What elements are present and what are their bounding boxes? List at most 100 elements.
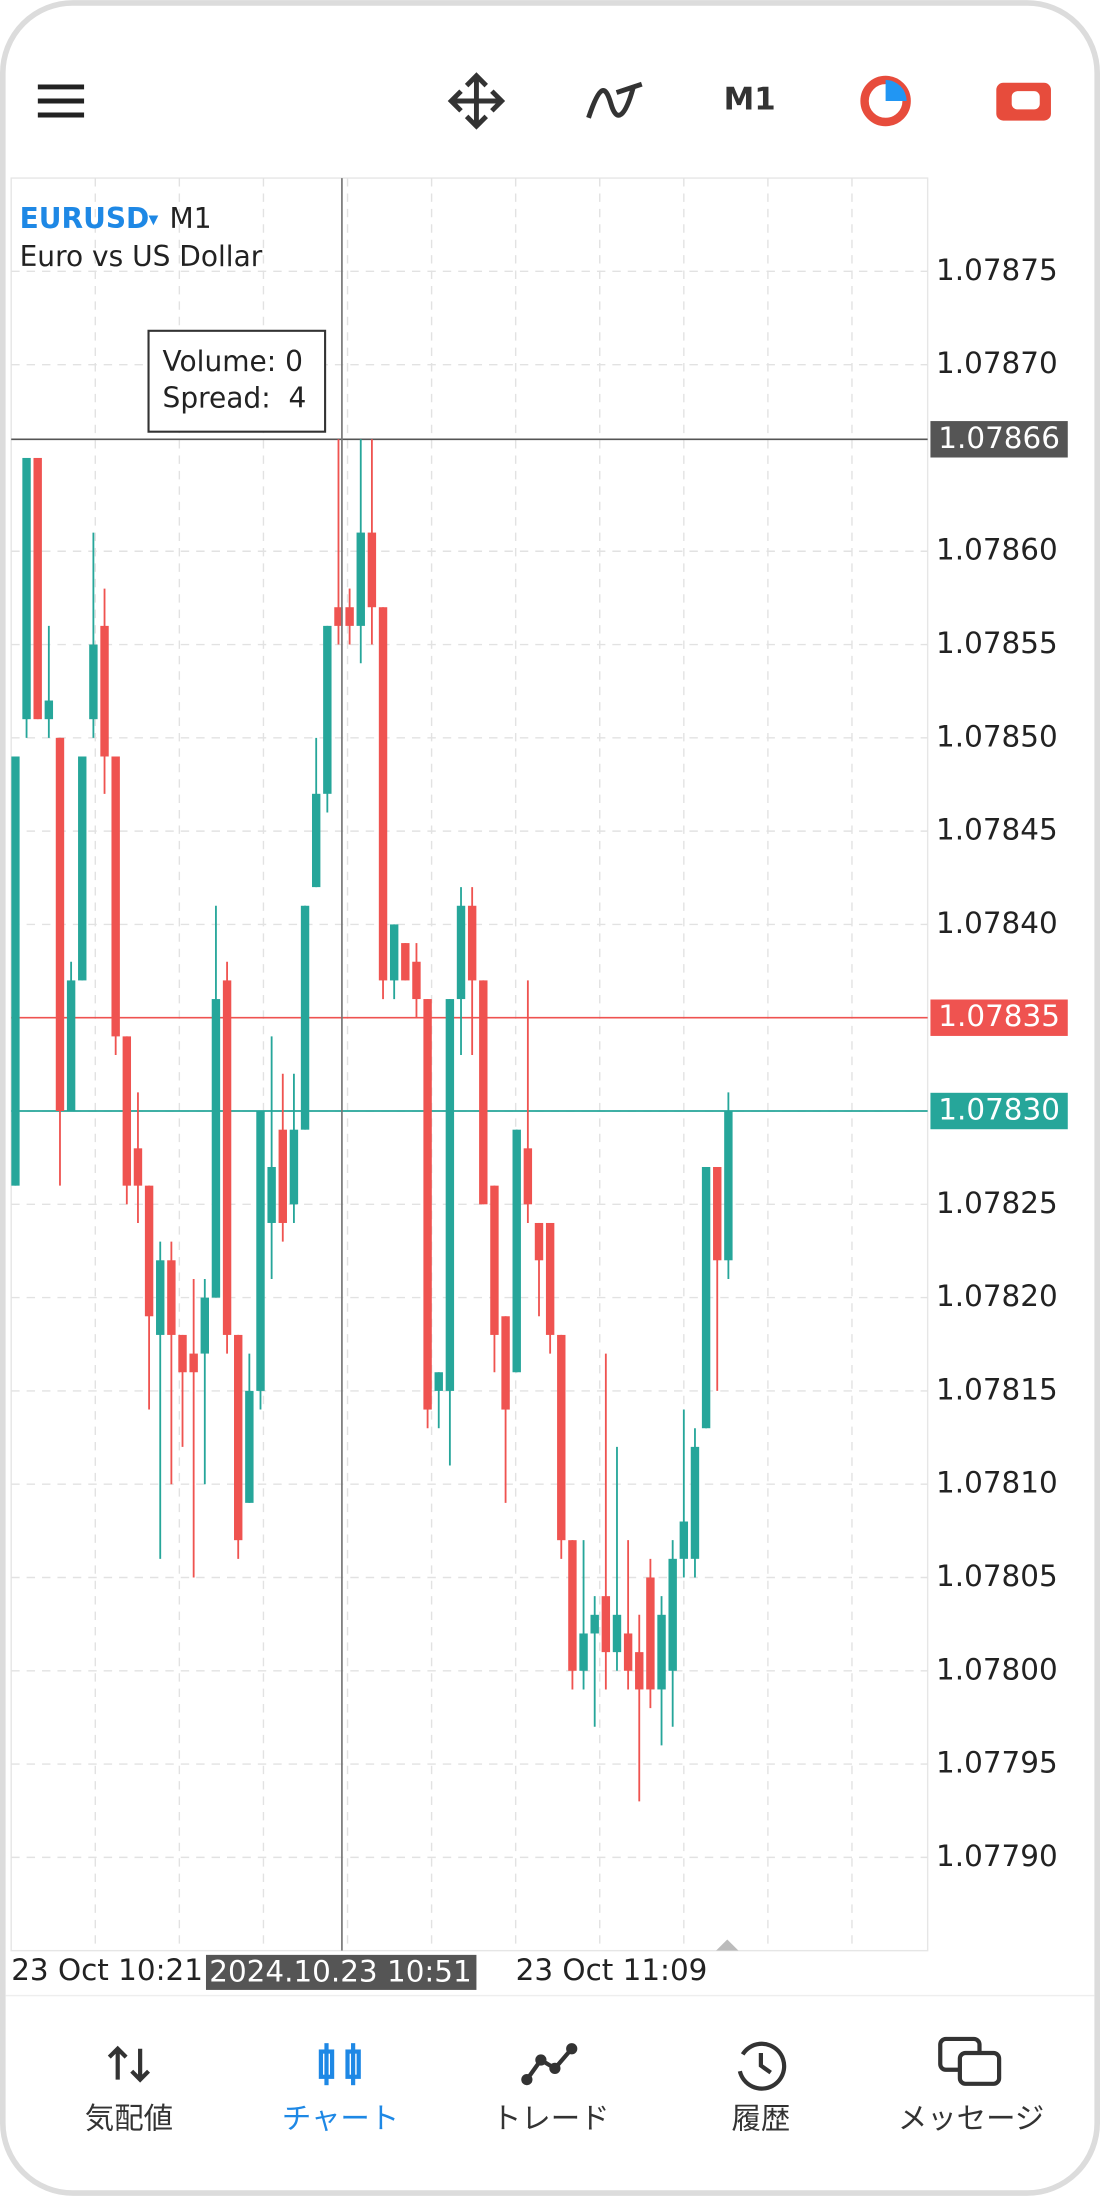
candle-body (512, 1129, 521, 1373)
candle-body (89, 644, 98, 720)
candle-body (100, 625, 109, 757)
candle-body (156, 1260, 165, 1335)
price-tag-label: 1.07866 (938, 421, 1060, 455)
candle-body (701, 1166, 711, 1429)
price-tag-label: 1.07835 (938, 999, 1060, 1033)
y-tick-label: 1.07840 (936, 906, 1058, 940)
candle-body (111, 756, 120, 1037)
nav-label: トレード (492, 2102, 610, 2136)
y-tick-label: 1.07815 (936, 1372, 1058, 1406)
candle-body (534, 1222, 544, 1261)
candle-body (423, 999, 432, 1410)
nav-history[interactable]: 履歴 (731, 2041, 790, 2136)
candle-body (289, 1129, 299, 1205)
candle-body (367, 532, 377, 608)
crosshair-time: 2024.10.23 10:51 (209, 1955, 471, 1989)
indicators-tool[interactable] (586, 81, 643, 119)
y-tick-label: 1.07790 (936, 1839, 1058, 1873)
x-tick-label: 23 Oct 11:09 (516, 1953, 708, 1987)
y-tick-label: 1.07875 (936, 253, 1058, 287)
candle-body (378, 607, 388, 981)
candle-body (133, 1148, 143, 1186)
symbol-description: Euro vs US Dollar (20, 240, 263, 273)
candle-body (178, 1334, 187, 1373)
y-tick-label: 1.07820 (936, 1279, 1058, 1313)
nav-quotes[interactable]: 気配値 (85, 2045, 173, 2136)
y-tick-label: 1.07825 (936, 1186, 1058, 1220)
candle-body (579, 1633, 588, 1671)
candle-body (267, 1166, 276, 1223)
candle-body (646, 1577, 655, 1690)
candle-body (568, 1540, 577, 1671)
y-tick-label: 1.07795 (936, 1746, 1058, 1780)
candle-body (590, 1614, 599, 1634)
tooltip-box (147, 329, 327, 433)
tooltip-spread: Spread: 4 (163, 381, 307, 414)
candle-body (189, 1353, 198, 1373)
crosshair-time-box (205, 1954, 477, 1990)
candle-body (211, 999, 221, 1298)
symbol-timeframe: M1 (170, 202, 212, 235)
timeframe-button[interactable]: M1 (724, 81, 776, 117)
nav-label: チャート (282, 2102, 399, 2136)
candle-body (434, 1372, 443, 1391)
chart-layer: 1.07875 1.07870 1.07860 1.07855 1.07850 1.078… (11, 253, 1068, 1873)
candle-body (334, 607, 343, 626)
candle-body (44, 700, 54, 720)
candle-body (545, 1222, 555, 1335)
candle-body (167, 1260, 176, 1335)
candle-body (557, 1334, 566, 1541)
scroll-marker (716, 1939, 739, 1951)
nav-messages[interactable]: メッセージ (898, 2036, 1044, 2136)
crosshair-tool[interactable] (447, 72, 506, 130)
candle-body (300, 905, 310, 1130)
candle-body (713, 1166, 722, 1261)
nav-trade[interactable]: トレード (492, 2043, 610, 2136)
candles (11, 439, 733, 1802)
y-tick-label: 1.07870 (936, 346, 1058, 380)
nav-label: 気配値 (85, 2102, 173, 2136)
y-tick-label: 1.07850 (936, 719, 1058, 753)
candle-body (523, 1148, 533, 1205)
account-tool[interactable] (996, 82, 1051, 121)
candle-body (623, 1633, 633, 1671)
candle-body (412, 961, 421, 1000)
trade-tool[interactable] (860, 75, 911, 127)
candle-body (635, 1652, 644, 1690)
nav-label: 履歴 (731, 2102, 790, 2136)
candle-body (222, 980, 232, 1335)
y-tick-label: 1.07860 (936, 533, 1058, 567)
candle-body (11, 756, 20, 1186)
candle-body (456, 905, 466, 1000)
candle-body (22, 457, 31, 720)
candle-body (66, 980, 76, 1112)
price-tag (930, 1092, 1068, 1130)
candle-body (278, 1129, 287, 1223)
candle-body (122, 1036, 132, 1186)
candle-body (144, 1185, 154, 1317)
candle-body (345, 607, 354, 626)
candle-body (389, 924, 399, 981)
candle-body (657, 1614, 666, 1690)
candle-body (401, 943, 410, 981)
candle-body (501, 1316, 510, 1410)
candle-body (479, 980, 488, 1205)
candle-body (311, 793, 321, 888)
price-tag (930, 421, 1068, 458)
nav-chart[interactable]: チャート (282, 2043, 399, 2136)
y-tick-label: 1.07845 (936, 813, 1058, 847)
candle-body (612, 1614, 622, 1653)
menu-button[interactable] (37, 84, 85, 118)
y-tick-label: 1.07805 (936, 1559, 1058, 1593)
candle-body (200, 1297, 209, 1354)
candle-body (78, 756, 87, 981)
symbol[interactable]: EURUSD (20, 202, 150, 235)
y-tick-label: 1.07855 (936, 626, 1058, 660)
symbol-marker: ▾ (149, 208, 159, 231)
candle-body (601, 1596, 611, 1653)
candle-body (55, 737, 65, 1112)
y-tick-label: 1.07810 (936, 1466, 1058, 1500)
